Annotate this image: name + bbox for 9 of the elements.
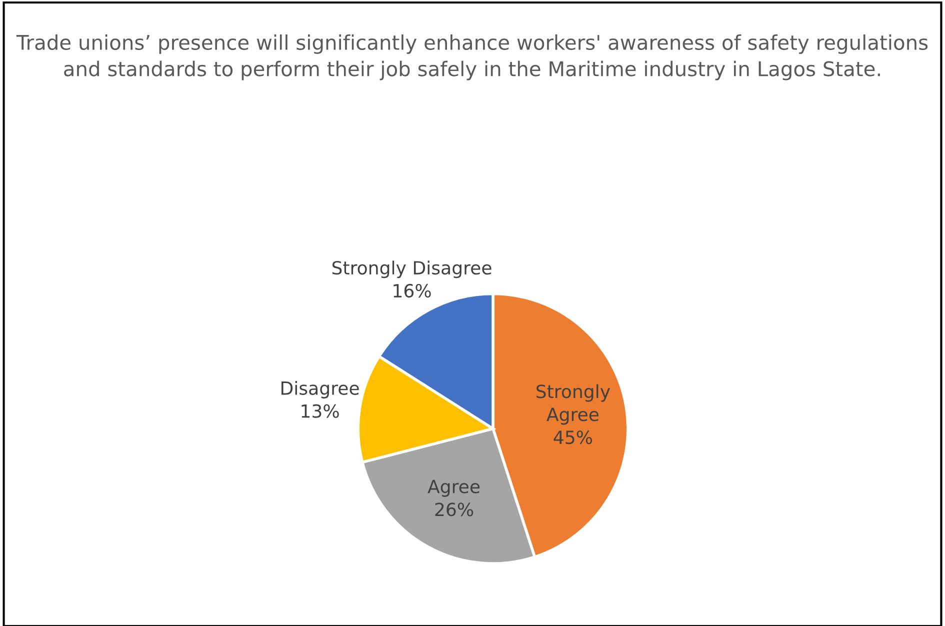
slice-label: Strongly Disagree bbox=[332, 260, 492, 278]
chart-title: Trade unions’ presence will significantly enhance workers' awareness of safety regulations and standards to perform their job safely in the Maritime industry in Lagos State. bbox=[16, 34, 928, 80]
data-label: 45% bbox=[554, 430, 592, 444]
data-label: 13% bbox=[302, 404, 339, 418]
slice-label: Disagree bbox=[282, 380, 359, 398]
slice-label: Strongly Agree bbox=[536, 384, 610, 425]
slice-label: Agree bbox=[428, 480, 480, 497]
data-label: 26% bbox=[435, 502, 474, 516]
data-label: 16% bbox=[394, 284, 431, 298]
